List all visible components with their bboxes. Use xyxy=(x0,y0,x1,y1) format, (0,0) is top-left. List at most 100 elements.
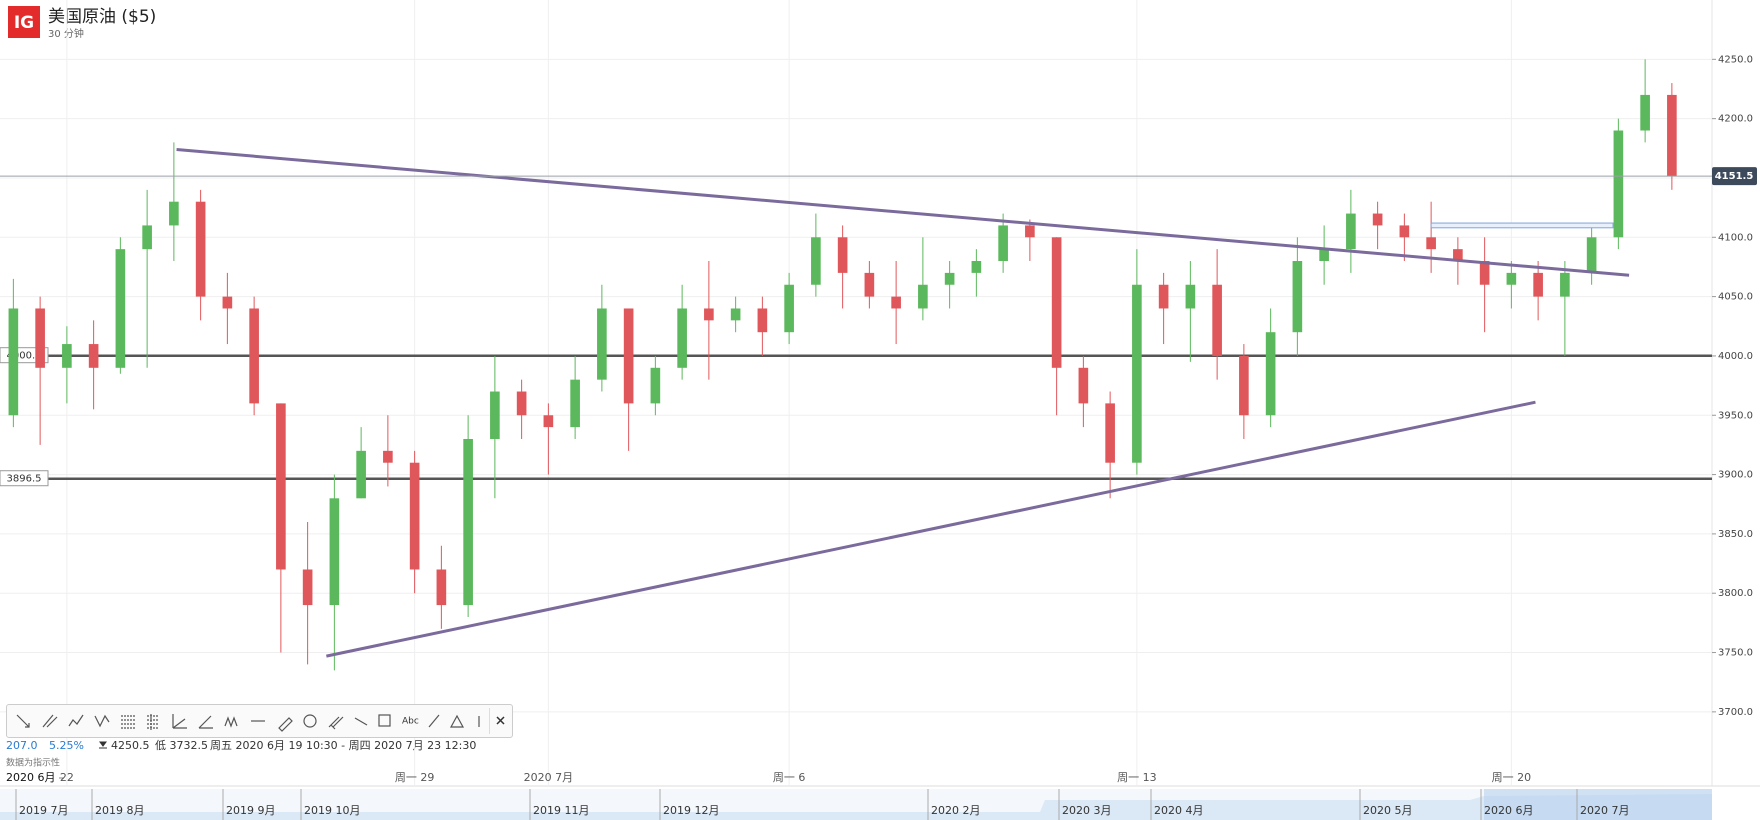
candle-body xyxy=(436,569,447,606)
tool-line[interactable] xyxy=(428,714,440,728)
candle-body xyxy=(463,438,473,606)
candle-body xyxy=(169,201,179,226)
candle-body xyxy=(1426,237,1436,250)
candle-body xyxy=(62,344,72,368)
candle-body xyxy=(623,308,634,404)
trendline xyxy=(326,400,1536,658)
candle-body xyxy=(115,249,126,368)
navigator-label: 2019 11月 xyxy=(533,804,590,817)
tool-parallel[interactable] xyxy=(42,714,58,728)
candle-body xyxy=(1533,272,1543,297)
low: 低 3732.5 xyxy=(155,739,208,752)
level-label: 3896.5 xyxy=(7,474,42,485)
candle-body xyxy=(1051,237,1062,368)
range: 周五 2020 6月 19 10:30 - 周四 2020 7月 23 12:3… xyxy=(210,739,476,752)
candle-body xyxy=(490,391,500,439)
tool-angle[interactable] xyxy=(198,715,213,729)
high: 4250.5 xyxy=(111,739,150,752)
high-icon xyxy=(99,741,107,749)
navigator-label: 2019 10月 xyxy=(304,804,361,817)
tool-icons: Abc xyxy=(16,714,480,732)
y-tick-label: 3800.0 xyxy=(1718,588,1753,599)
candle-body xyxy=(944,272,955,285)
navigator-label: 2020 5月 xyxy=(1363,804,1413,817)
tool-ruler[interactable] xyxy=(278,717,293,732)
navigator-label: 2019 7月 xyxy=(19,804,69,817)
candle-body xyxy=(1105,403,1115,463)
x-tick-label: 22 xyxy=(60,771,74,784)
candle-body xyxy=(918,284,928,309)
navigator-area xyxy=(0,794,1712,820)
candle-body xyxy=(1265,332,1276,416)
level-label: 4000.2 xyxy=(7,351,42,362)
candle-body xyxy=(597,308,607,380)
navigator-label: 2020 2月 xyxy=(931,804,981,817)
candle-body xyxy=(784,284,794,333)
tool-fib-ext[interactable] xyxy=(147,714,159,730)
level-label-box xyxy=(0,470,49,487)
logo: IG xyxy=(14,13,34,33)
candle-body xyxy=(516,391,527,416)
tool-circle[interactable] xyxy=(303,714,317,728)
y-tick-label: 4050.0 xyxy=(1718,292,1753,303)
candle-body xyxy=(1506,272,1517,285)
candle-body xyxy=(1185,284,1196,309)
tool-text[interactable]: Abc xyxy=(402,717,419,727)
candle-body xyxy=(971,261,982,273)
navigator-label: 2020 7月 xyxy=(1580,804,1630,817)
x-tick-label: 周一 13 xyxy=(1117,771,1157,784)
candle-body xyxy=(864,272,875,297)
candle-body xyxy=(1132,284,1142,463)
candle-body xyxy=(1453,249,1463,262)
y-tick-label: 4100.0 xyxy=(1718,232,1753,243)
tool-pitchfork[interactable] xyxy=(328,716,344,730)
change: 207.0 xyxy=(6,739,38,752)
candle-body xyxy=(1399,225,1410,238)
trendline xyxy=(176,147,1630,277)
x-tick-label: 周一 29 xyxy=(395,771,435,784)
x-tick-label: 周一 20 xyxy=(1492,771,1532,784)
note: 数据为指示性 xyxy=(6,757,60,769)
y-tick-label: 4250.0 xyxy=(1718,54,1753,65)
y-tick-label: 3700.0 xyxy=(1718,707,1753,718)
candle-body xyxy=(35,308,45,368)
subtitle: 30 分钟 xyxy=(48,27,84,40)
y-tick-label: 3750.0 xyxy=(1718,648,1753,659)
navigator-label: 2020 3月 xyxy=(1062,804,1112,817)
candle-body xyxy=(1560,272,1570,297)
navigator-window xyxy=(1484,789,1712,820)
candle-body xyxy=(1025,225,1035,238)
tool-segment[interactable] xyxy=(354,717,368,726)
candle-body xyxy=(891,296,901,309)
x-tick-label: 周一 6 xyxy=(773,771,806,784)
tool-path[interactable] xyxy=(68,714,84,727)
candle-body xyxy=(195,201,206,297)
candle-body xyxy=(1239,355,1249,416)
tool-fib[interactable] xyxy=(121,715,135,729)
candle-body xyxy=(1640,94,1650,131)
tool-wave[interactable] xyxy=(224,716,238,728)
candle-body xyxy=(1613,130,1624,238)
tool-fan[interactable] xyxy=(172,714,187,729)
candle-body xyxy=(677,308,687,368)
y-tick-label: 3950.0 xyxy=(1718,410,1753,421)
candle-body xyxy=(543,415,554,428)
navigator-label: 2020 4月 xyxy=(1154,804,1204,817)
candle-body xyxy=(1346,213,1356,250)
candle-body xyxy=(1667,94,1677,177)
candle-body xyxy=(383,450,393,463)
y-tick-label: 3850.0 xyxy=(1718,529,1753,540)
close-button[interactable] xyxy=(489,708,512,734)
last-price-box xyxy=(1712,167,1757,186)
tool-zigzag[interactable] xyxy=(94,714,110,728)
tool-triangle[interactable] xyxy=(449,714,465,728)
candle-body xyxy=(1078,367,1089,404)
candle-body xyxy=(650,367,661,404)
tool-rect[interactable] xyxy=(378,714,391,727)
candle-body xyxy=(409,462,420,570)
tool-arrow[interactable] xyxy=(16,714,30,728)
candle-body xyxy=(1158,284,1169,309)
last-price-label: 4151.5 xyxy=(1715,171,1754,182)
drawing-toolbar: Abc xyxy=(6,704,513,738)
